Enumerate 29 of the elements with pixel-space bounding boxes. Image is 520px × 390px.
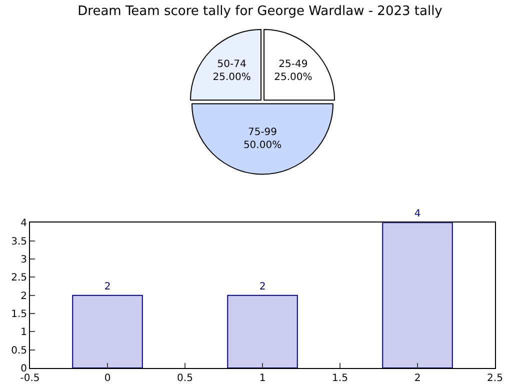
slice-label: 50-74 <box>217 58 246 70</box>
pie-slice <box>263 29 336 101</box>
y-tick-label: 0.5 <box>11 345 27 356</box>
x-tick-label: -0.5 <box>20 373 40 384</box>
data-label: 2 <box>259 281 266 292</box>
y-tick-label: 2.5 <box>11 272 27 284</box>
data-label: 25.00% <box>212 72 251 83</box>
data-label: 2 <box>104 281 111 292</box>
x-tick-label: 1.5 <box>332 373 348 384</box>
pie-slice <box>191 103 334 175</box>
x-tick-label: 1 <box>259 373 266 384</box>
y-tick-label: 1 <box>20 327 27 338</box>
x-tick-label: 2.5 <box>487 373 503 384</box>
x-tick-label: 2 <box>414 373 421 384</box>
y-tick-label: 2 <box>20 290 27 302</box>
y-tick-label: 3 <box>20 254 27 266</box>
x-tick-label: 0.5 <box>177 373 193 384</box>
chart-title: Dream Team score tally for George Wardlaw - 2023 tally <box>78 4 443 19</box>
slice-label: 25-49 <box>278 58 308 70</box>
slice-label: 75-99 <box>248 126 278 138</box>
pie-slice <box>190 29 262 101</box>
data-label: 4 <box>414 208 421 220</box>
y-tick-label: 0 <box>20 364 27 374</box>
data-label: 50.00% <box>243 140 282 151</box>
y-tick-label: 4 <box>20 218 27 230</box>
data-label: 25.00% <box>274 72 312 83</box>
y-tick-label: 1.5 <box>11 309 27 320</box>
y-tick-label: 3.5 <box>11 236 27 248</box>
x-tick-label: 0 <box>104 373 111 384</box>
